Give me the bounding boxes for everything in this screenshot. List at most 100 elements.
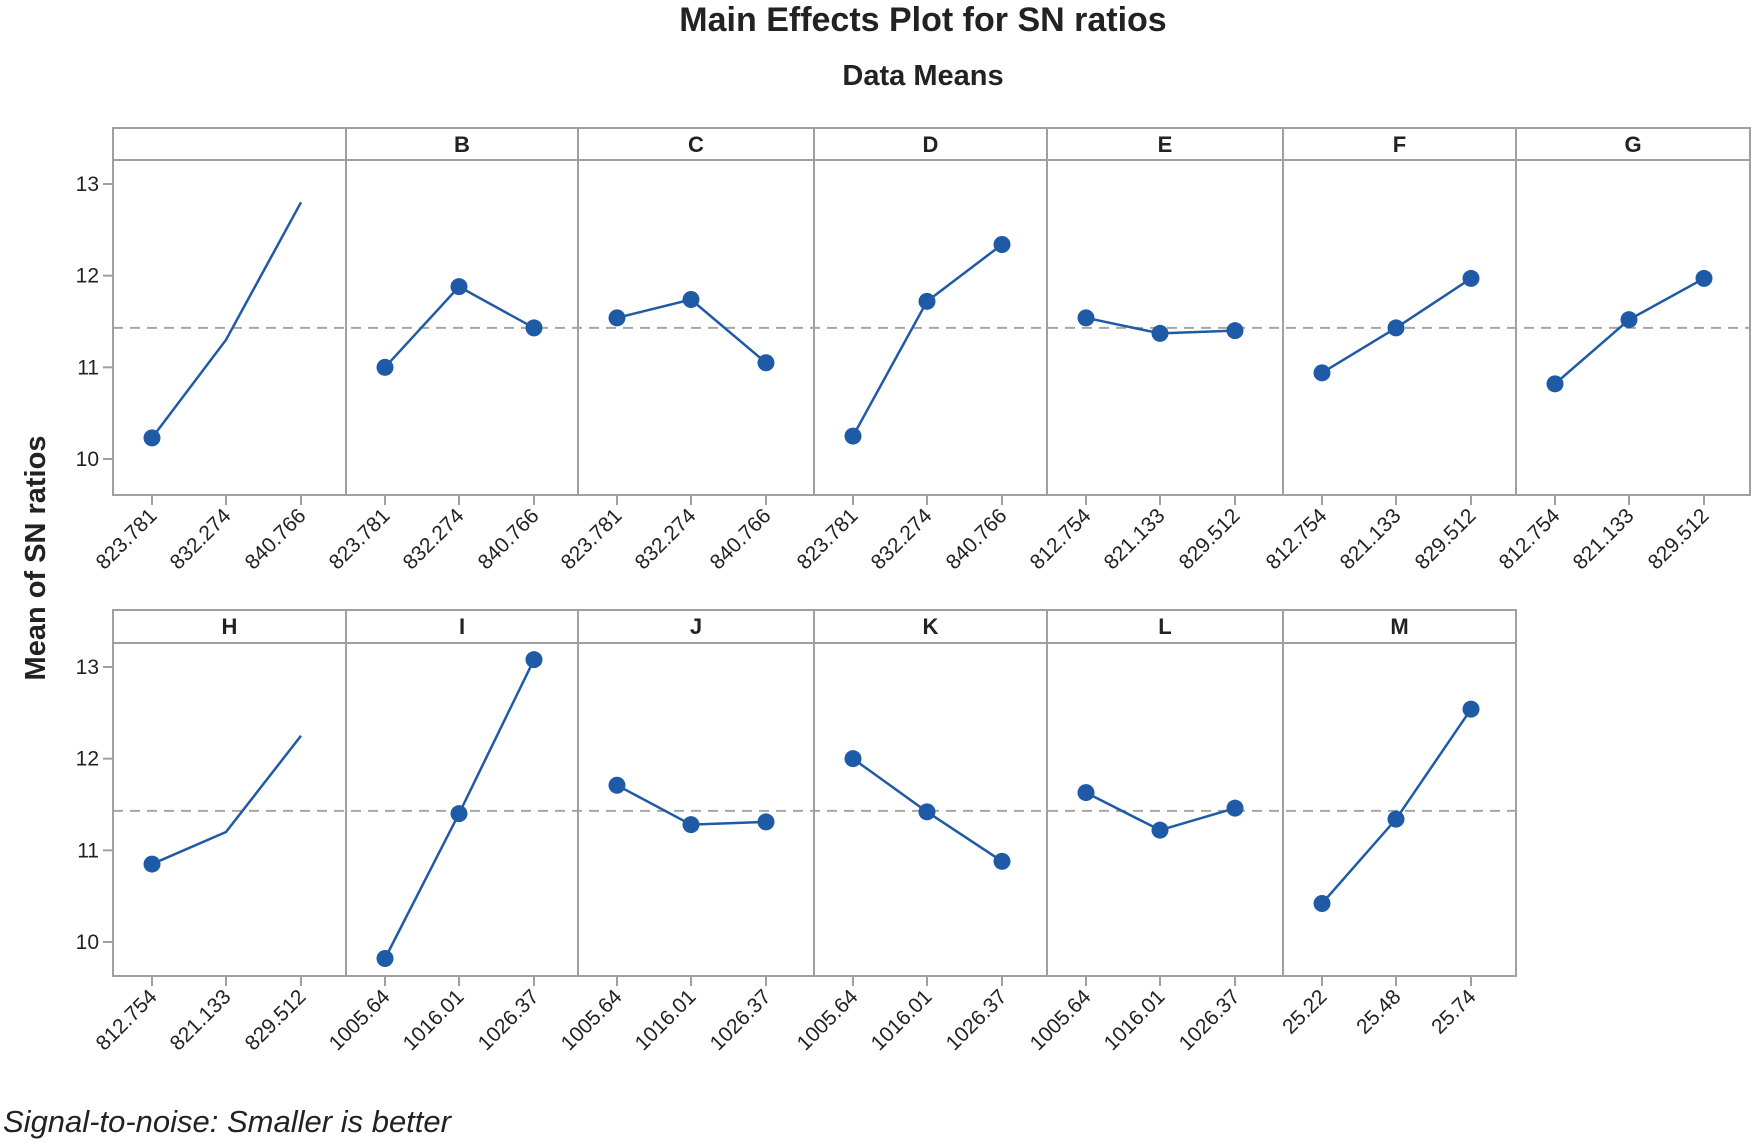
- data-point: [682, 291, 700, 308]
- x-tick-label: 840.766: [474, 504, 544, 574]
- x-tick-label: 25.48: [1352, 985, 1405, 1038]
- data-point: [450, 805, 468, 823]
- x-tick-label: 840.766: [706, 504, 776, 574]
- data-point: [376, 358, 394, 376]
- x-tick-label: 832.274: [631, 504, 701, 574]
- data-point: [1313, 364, 1331, 382]
- data-point: [608, 776, 626, 794]
- x-tick-label: 1005.64: [325, 985, 395, 1055]
- panel-label: K: [923, 614, 939, 639]
- data-point: [1546, 375, 1564, 393]
- x-tick-label: 25.22: [1278, 985, 1331, 1038]
- series-line: [616, 298, 767, 364]
- y-tick-label: 10: [76, 448, 99, 471]
- panel-label: F: [1393, 132, 1406, 157]
- x-tick-label: 821.133: [1100, 504, 1170, 574]
- data-point: [1151, 821, 1169, 839]
- x-tick-label: 823.781: [325, 504, 395, 574]
- x-tick-label: 1016.01: [867, 985, 937, 1055]
- data-point: [1462, 700, 1480, 718]
- data-point: [608, 309, 626, 327]
- series-line: [151, 734, 302, 866]
- panel-label: M: [1390, 614, 1408, 639]
- data-point: [376, 950, 394, 967]
- data-point: [757, 813, 775, 831]
- panel-label: L: [1158, 614, 1171, 639]
- x-tick-label: 829.512: [1644, 504, 1714, 574]
- data-point: [1620, 311, 1638, 329]
- x-tick-label: 812.754: [92, 985, 162, 1055]
- data-point: [450, 278, 468, 296]
- x-tick-label: 1005.64: [557, 985, 627, 1055]
- x-tick-label: 823.781: [793, 504, 863, 574]
- x-tick-label: 821.133: [1336, 504, 1406, 574]
- data-point: [682, 816, 700, 834]
- x-tick-label: 829.512: [241, 985, 311, 1055]
- data-point: [1695, 269, 1713, 287]
- y-tick-label: 13: [76, 173, 99, 196]
- x-tick-label: 812.754: [1026, 504, 1096, 574]
- x-tick-label: 840.766: [241, 504, 311, 574]
- x-tick-label: 1026.37: [1175, 985, 1245, 1055]
- series-line: [851, 243, 1003, 437]
- data-point: [1226, 799, 1244, 817]
- y-tick-label: 11: [77, 356, 99, 379]
- x-tick-label: 812.754: [1495, 504, 1565, 574]
- y-tick-label: 12: [76, 265, 99, 288]
- panel-label: G: [1624, 132, 1641, 157]
- x-tick-label: 1016.01: [631, 985, 701, 1055]
- data-point: [918, 292, 936, 310]
- panel-label: D: [923, 132, 939, 157]
- x-tick-label: 1026.37: [474, 985, 544, 1055]
- x-tick-label: 1016.01: [399, 985, 469, 1055]
- y-tick-label: 10: [76, 931, 99, 954]
- data-point: [1462, 269, 1480, 287]
- panel-label: I: [459, 614, 465, 639]
- x-tick-label: 1005.64: [793, 985, 863, 1055]
- x-tick-label: 25.74: [1427, 985, 1481, 1039]
- x-tick-label: 1016.01: [1100, 985, 1170, 1055]
- x-tick-label: 832.274: [867, 504, 937, 574]
- series-line: [1554, 277, 1705, 385]
- data-point: [1077, 309, 1095, 327]
- data-point: [844, 427, 862, 445]
- x-tick-label: 1026.37: [706, 985, 776, 1055]
- x-tick-label: 829.512: [1175, 504, 1245, 574]
- y-tick-label: 12: [76, 748, 99, 771]
- row-frame: [112, 127, 1751, 496]
- data-point: [918, 803, 936, 821]
- footnote: Signal-to-noise: Smaller is better: [3, 1104, 453, 1139]
- data-point: [993, 236, 1011, 253]
- y-tick-label: 13: [76, 656, 99, 679]
- data-point: [1387, 810, 1405, 828]
- chart-subtitle: Data Means: [842, 60, 1003, 92]
- x-tick-label: 832.274: [166, 504, 236, 574]
- x-tick-label: 1026.37: [942, 985, 1012, 1055]
- x-tick-label: 832.274: [399, 504, 469, 574]
- panel-label: B: [454, 132, 470, 157]
- panel-label: H: [222, 614, 238, 639]
- x-tick-label: 840.766: [942, 504, 1012, 574]
- panel-label: E: [1158, 132, 1173, 157]
- data-point: [1313, 895, 1331, 912]
- x-tick-label: 829.512: [1411, 504, 1481, 574]
- panel-label: J: [690, 614, 702, 639]
- x-tick-label: 823.781: [557, 504, 627, 574]
- data-point: [525, 651, 543, 669]
- panel-label: C: [688, 132, 704, 157]
- data-point: [525, 319, 543, 337]
- y-tick-label: 11: [77, 839, 99, 862]
- series-line: [151, 201, 303, 439]
- data-point: [1226, 322, 1244, 340]
- data-point: [143, 429, 161, 447]
- chart-title: Main Effects Plot for SN ratios: [679, 1, 1166, 39]
- data-point: [844, 750, 862, 768]
- x-tick-label: 1005.64: [1026, 985, 1096, 1055]
- data-point: [1387, 319, 1405, 337]
- y-axis-label: Mean of SN ratios: [20, 436, 52, 681]
- data-point: [993, 852, 1011, 870]
- x-tick-label: 821.133: [1569, 504, 1639, 574]
- x-tick-label: 821.133: [166, 985, 236, 1055]
